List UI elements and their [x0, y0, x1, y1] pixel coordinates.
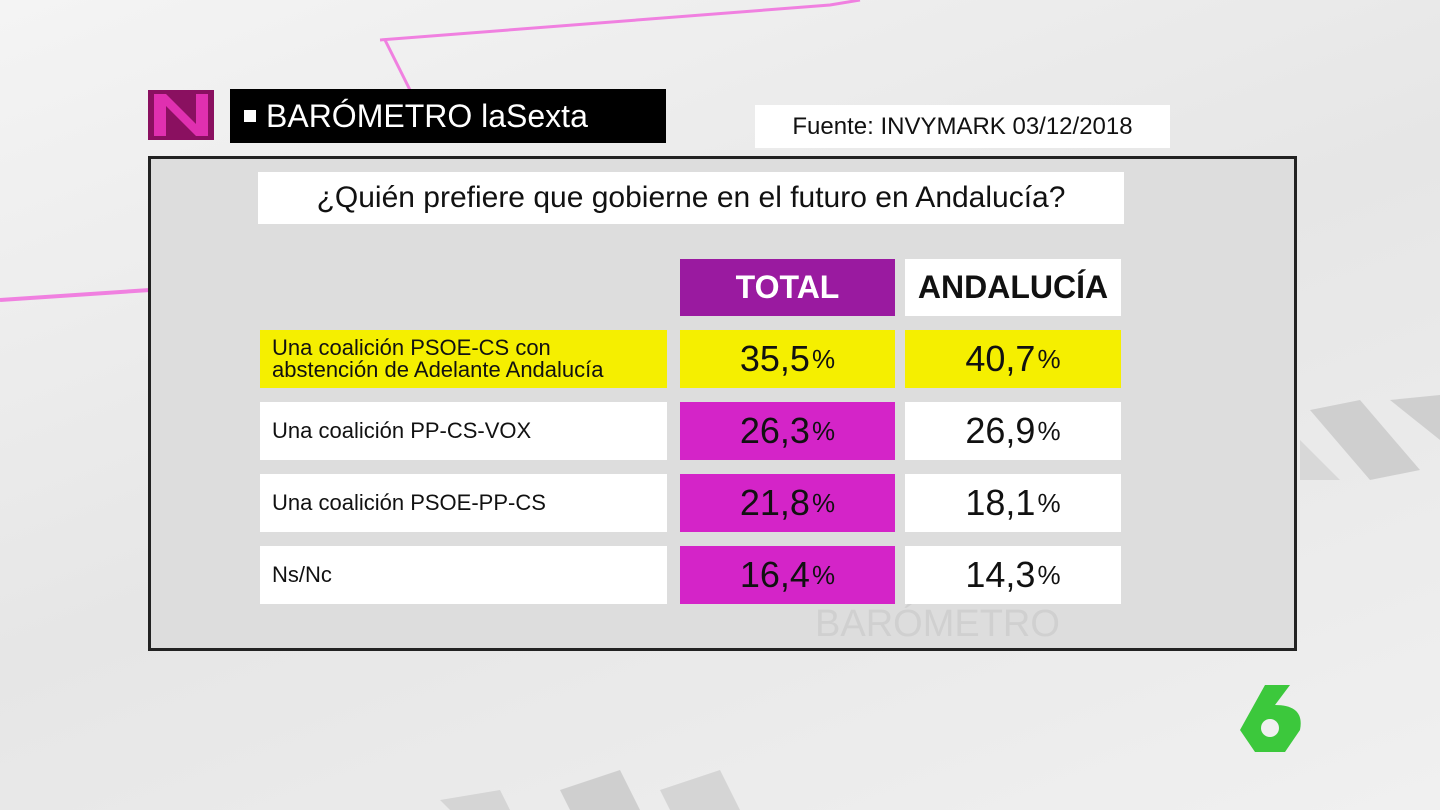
unit: %: [811, 559, 836, 590]
value: 21,8: [739, 482, 810, 523]
value: 14,3: [965, 554, 1036, 595]
bullet: [244, 110, 256, 122]
source: Fuente: INVYMARK 03/12/2018: [755, 105, 1170, 148]
value-cell: 26,3%: [680, 402, 895, 460]
value-cell: 26,9%: [905, 402, 1121, 460]
value: 26,9: [965, 410, 1036, 451]
value-cell: 40,7%: [905, 330, 1121, 388]
title-bar: BARÓMETRO laSexta: [230, 89, 666, 143]
value: 18,1: [965, 482, 1036, 523]
row-label: Una coalición PSOE-CS con abstención de …: [260, 330, 667, 388]
row-label: Ns/Nc: [260, 546, 667, 604]
watermark: BARÓMETRO: [815, 603, 1060, 645]
column-header: TOTAL: [680, 259, 895, 316]
value-cell: 21,8%: [680, 474, 895, 532]
unit: %: [1037, 415, 1061, 446]
row-label: Una coalición PSOE-PP-CS: [260, 474, 667, 532]
value-cell: 35,5%: [680, 330, 895, 388]
unit: %: [811, 415, 836, 446]
column-header: ANDALUCÍA: [905, 259, 1121, 316]
unit: %: [1037, 343, 1061, 374]
unit: %: [811, 487, 836, 518]
unit: %: [811, 343, 836, 374]
value-cell: 18,1%: [905, 474, 1121, 532]
value: 16,4: [739, 554, 810, 595]
unit: %: [1037, 487, 1061, 518]
value: 40,7: [965, 338, 1036, 379]
value: 35,5: [739, 338, 810, 379]
question: ¿Quién prefiere que gobierne en el futur…: [258, 172, 1124, 224]
value-cell: 16,4%: [680, 546, 895, 604]
row-label: Una coalición PP-CS-VOX: [260, 402, 667, 460]
value-cell: 14,3%: [905, 546, 1121, 604]
title: BARÓMETRO laSexta: [266, 97, 588, 134]
unit: %: [1037, 559, 1061, 590]
value: 26,3: [739, 410, 810, 451]
